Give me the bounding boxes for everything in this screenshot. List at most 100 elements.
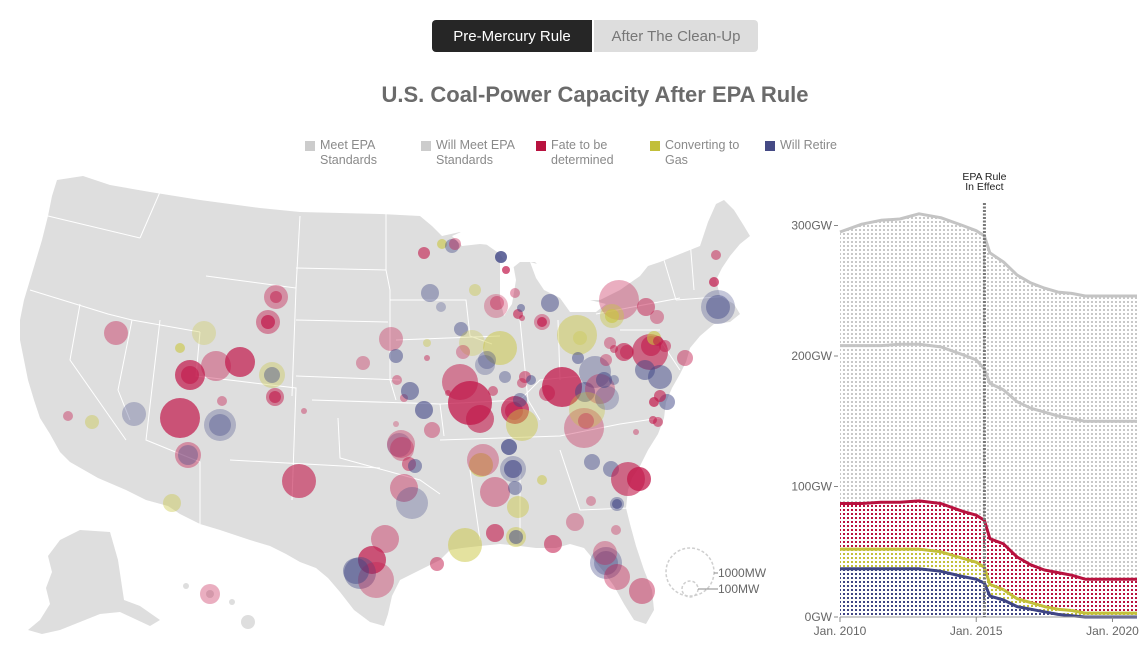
plant-bubble-fate[interactable] — [566, 513, 584, 531]
plant-bubble-fate[interactable] — [586, 496, 596, 506]
plant-bubble-retire[interactable] — [541, 294, 559, 312]
plant-bubble-gas[interactable] — [259, 362, 285, 388]
plant-bubble-fate[interactable] — [456, 345, 470, 359]
plant-bubble-fate[interactable] — [201, 351, 231, 381]
plant-bubble-fate[interactable] — [677, 350, 693, 366]
plant-bubble-gas[interactable] — [192, 321, 216, 345]
plant-bubble-fate[interactable] — [390, 437, 414, 461]
plant-bubble-gas[interactable] — [163, 494, 181, 512]
plant-bubble-fate[interactable] — [104, 321, 128, 345]
plant-bubble-fate[interactable] — [484, 294, 508, 318]
plant-bubble-fate[interactable] — [269, 391, 281, 403]
plant-bubble-gas[interactable] — [448, 528, 482, 562]
plant-bubble-gas[interactable] — [175, 343, 185, 353]
plant-bubble-gas[interactable] — [537, 475, 547, 485]
plant-bubble-retire[interactable] — [454, 322, 468, 336]
plant-bubble-fate[interactable] — [486, 524, 504, 542]
plant-bubble-fate[interactable] — [659, 340, 671, 352]
pre-mercury-rule-button[interactable]: Pre-Mercury Rule — [432, 20, 592, 52]
plant-bubble-fate[interactable] — [611, 525, 621, 535]
plant-bubble-retire[interactable] — [401, 382, 419, 400]
plant-bubble-fate[interactable] — [627, 467, 651, 491]
plant-bubble-retire[interactable] — [178, 445, 198, 465]
plant-bubble-retire[interactable] — [594, 551, 618, 575]
plant-bubble-fate[interactable] — [654, 390, 666, 402]
plant-bubble-retire[interactable] — [122, 402, 146, 426]
plant-bubble-fate[interactable] — [430, 557, 444, 571]
plant-bubble-fate[interactable] — [629, 578, 655, 604]
plant-bubble-fate[interactable] — [564, 408, 604, 448]
plant-bubble-fate[interactable] — [604, 564, 630, 590]
plant-bubble-gas[interactable] — [85, 415, 99, 429]
plant-bubble-gas[interactable] — [459, 330, 485, 356]
plant-bubble-retire[interactable] — [478, 351, 496, 369]
plant-bubble-fate[interactable] — [653, 417, 663, 427]
plant-bubble-fate[interactable] — [633, 429, 639, 435]
plant-bubble-gas[interactable] — [573, 331, 587, 345]
plant-bubble-gas[interactable] — [437, 239, 447, 249]
plant-bubble-fate[interactable] — [466, 405, 494, 433]
plant-bubble-fate[interactable] — [490, 296, 504, 310]
plant-bubble-retire[interactable] — [706, 295, 730, 319]
plant-bubble-fate[interactable] — [650, 310, 664, 324]
plant-bubble-retire[interactable] — [387, 433, 411, 457]
plant-bubble-retire[interactable] — [408, 459, 422, 473]
after-clean-up-button[interactable]: After The Clean-Up — [594, 20, 758, 52]
plant-bubble-fate[interactable] — [544, 535, 562, 553]
plant-bubble-gas[interactable] — [483, 331, 517, 365]
plant-bubble-fate[interactable] — [578, 413, 594, 429]
plant-bubble-fate[interactable] — [393, 421, 399, 427]
plant-bubble-fate[interactable] — [418, 247, 430, 259]
plant-bubble-retire[interactable] — [475, 355, 495, 375]
plant-bubble-fate[interactable] — [449, 238, 461, 250]
plant-bubble-fate[interactable] — [390, 474, 418, 502]
plant-bubble-retire[interactable] — [572, 352, 584, 364]
plant-bubble-fate[interactable] — [709, 277, 719, 287]
plant-bubble-fate[interactable] — [356, 356, 370, 370]
plant-bubble-retire[interactable] — [445, 239, 459, 253]
plant-bubble-fate[interactable] — [600, 354, 612, 366]
plant-bubble-fate[interactable] — [424, 422, 440, 438]
plant-bubble-retire[interactable] — [344, 557, 376, 589]
plant-bubble-fate[interactable] — [175, 442, 201, 468]
plant-bubble-fate[interactable] — [379, 327, 403, 351]
plant-bubble-retire[interactable] — [590, 547, 622, 579]
plant-bubble-fate[interactable] — [371, 525, 399, 553]
plant-bubble-gas[interactable] — [469, 284, 481, 296]
plant-bubble-fate[interactable] — [442, 364, 478, 400]
plant-bubble-fate[interactable] — [637, 298, 655, 316]
plant-bubble-retire[interactable] — [517, 304, 525, 312]
plant-bubble-retire[interactable] — [635, 360, 655, 380]
plant-bubble-fate[interactable] — [200, 584, 220, 604]
plant-bubble-gas[interactable] — [506, 409, 538, 441]
plant-bubble-retire[interactable] — [499, 371, 511, 383]
plant-bubble-retire[interactable] — [343, 558, 369, 584]
plant-bubble-retire[interactable] — [209, 414, 231, 436]
plant-bubble-fate[interactable] — [181, 366, 199, 384]
plant-bubble-fate[interactable] — [480, 477, 510, 507]
plant-bubble-retire[interactable] — [513, 393, 527, 407]
plant-bubble-gas[interactable] — [507, 496, 529, 518]
plant-bubble-fate[interactable] — [620, 345, 634, 359]
plant-bubble-gas[interactable] — [423, 339, 431, 347]
plant-bubble-gas[interactable] — [605, 309, 619, 323]
plant-bubble-fate[interactable] — [502, 266, 510, 274]
plant-bubble-fate[interactable] — [392, 375, 402, 385]
plant-bubble-fate[interactable] — [505, 402, 523, 420]
plant-bubble-retire[interactable] — [596, 372, 612, 388]
plant-bubble-retire[interactable] — [264, 367, 280, 383]
plant-bubble-fate[interactable] — [160, 398, 200, 438]
plant-bubble-retire[interactable] — [504, 460, 522, 478]
plant-bubble-gas[interactable] — [469, 453, 493, 477]
plant-bubble-fate[interactable] — [270, 291, 282, 303]
plant-bubble-retire[interactable] — [508, 481, 522, 495]
plant-bubble-fate[interactable] — [358, 562, 394, 598]
plant-bubble-retire[interactable] — [595, 386, 619, 410]
plant-bubble-retire[interactable] — [575, 382, 595, 402]
plant-bubble-fate[interactable] — [217, 396, 227, 406]
plant-bubble-retire[interactable] — [436, 302, 446, 312]
plant-bubble-fate[interactable] — [261, 315, 275, 329]
plant-bubble-fate[interactable] — [424, 355, 430, 361]
plant-bubble-fate[interactable] — [63, 411, 73, 421]
plant-bubble-retire[interactable] — [612, 499, 622, 509]
